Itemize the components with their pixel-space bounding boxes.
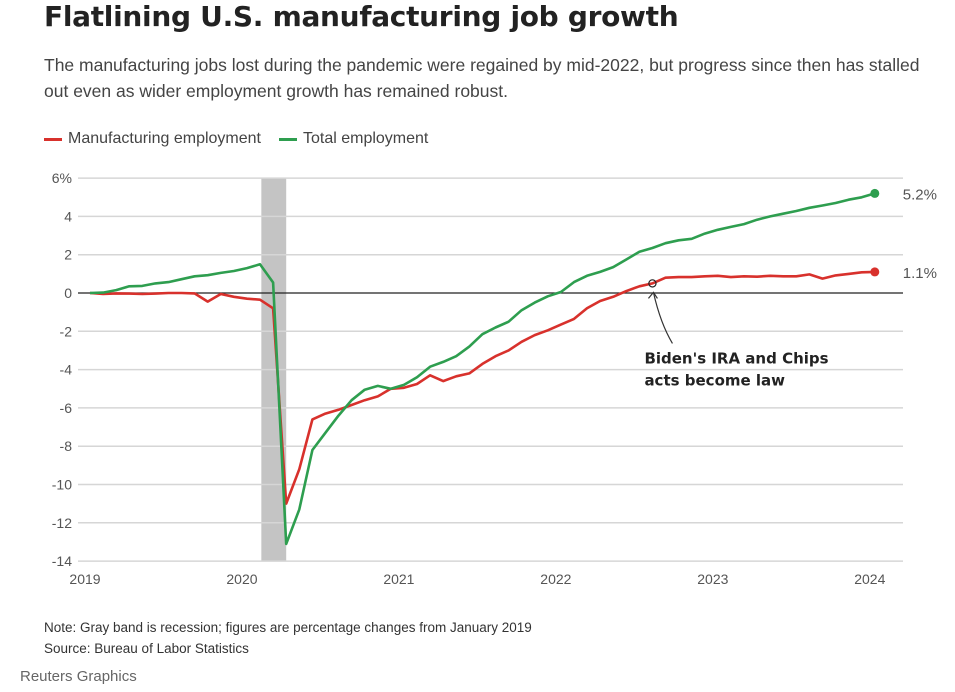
end-value-label: 1.1% [903,265,937,282]
x-tick-label: 2022 [540,571,571,587]
chart-credit: Reuters Graphics [20,668,137,685]
x-tick-label: 2020 [226,571,257,587]
chart-source: Source: Bureau of Labor Statistics [44,641,249,656]
y-tick-label: -10 [52,477,72,493]
chart-note: Note: Gray band is recession; figures ar… [44,620,532,635]
x-tick-label: 2024 [854,571,885,587]
y-tick-label: 6% [52,170,72,186]
x-tick-label: 2021 [383,571,414,587]
series-line-manufacturing [89,270,875,505]
legend-swatch-total [278,137,297,141]
annotation-text: acts become law [644,371,785,389]
y-tick-label: -4 [60,362,73,378]
x-tick-label: 2023 [697,571,728,587]
legend-label-manufacturing: Manufacturing employment [68,130,261,147]
x-tick-label: 2019 [69,571,100,587]
y-tick-label: -6 [60,400,73,416]
y-tick-label: -12 [52,515,72,531]
end-point-total [870,188,880,198]
annotation-arrowhead [647,291,658,299]
y-tick-label: 2 [64,247,72,263]
legend-swatch-manufacturing [44,137,62,141]
y-tick-label: -8 [60,438,73,454]
y-tick-label: 4 [64,208,72,224]
annotation-arrow [652,292,673,344]
legend-label-total: Total employment [302,130,429,147]
end-point-manufacturing [870,267,880,277]
chart-subtitle: The manufacturing jobs lost during the p… [44,55,920,101]
y-tick-label: -14 [52,553,72,569]
chart-title: Flatlining U.S. manufacturing job growth [44,0,679,33]
annotation-marker [648,279,657,288]
legend: Manufacturing employment Total employmen… [44,130,428,148]
series-line-total [89,192,876,546]
y-tick-label: -2 [60,323,73,339]
legend-item-manufacturing: Manufacturing employment [44,130,261,148]
y-tick-label: 0 [64,285,72,301]
end-value-label: 5.2% [903,186,937,203]
legend-item-total: Total employment [278,130,429,148]
annotation-text: Biden's IRA and Chips [644,349,828,367]
